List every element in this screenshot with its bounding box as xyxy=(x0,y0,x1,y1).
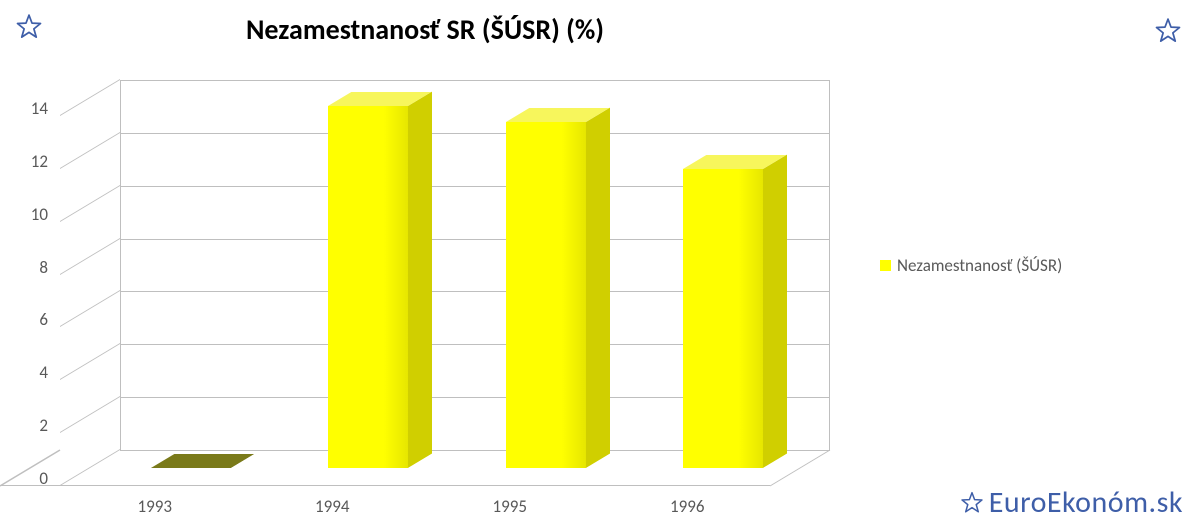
xtick-label: 1993 xyxy=(95,496,215,517)
star-icon xyxy=(959,490,985,516)
chart-container: Nezamestnanosť SR (ŠÚSR) (%) 02468101214… xyxy=(0,0,1193,527)
ytick-label: 10 xyxy=(8,204,48,225)
xtick-label: 1996 xyxy=(627,496,747,517)
bar xyxy=(328,106,408,468)
star-icon xyxy=(1153,16,1183,46)
bar xyxy=(683,169,763,468)
xtick-label: 1995 xyxy=(450,496,570,517)
plot-area: 024681012141993199419951996 xyxy=(60,80,830,450)
watermark: EuroEkonóm.sk xyxy=(959,484,1183,521)
ytick-label: 8 xyxy=(8,257,48,278)
star-icon xyxy=(14,12,44,42)
legend-swatch xyxy=(880,260,891,271)
chart-title: Nezamestnanosť SR (ŠÚSR) (%) xyxy=(0,12,850,47)
ytick-label: 12 xyxy=(8,151,48,172)
watermark-text: EuroEkonóm.sk xyxy=(989,484,1183,521)
ytick-label: 6 xyxy=(8,309,48,330)
legend-label: Nezamestnanosť (ŠÚSR) xyxy=(897,255,1062,276)
ytick-label: 4 xyxy=(8,362,48,383)
xtick-label: 1994 xyxy=(272,496,392,517)
ytick-label: 14 xyxy=(8,98,48,119)
bar xyxy=(506,122,586,468)
legend: Nezamestnanosť (ŠÚSR) xyxy=(880,255,1062,276)
ytick-label: 2 xyxy=(8,415,48,436)
